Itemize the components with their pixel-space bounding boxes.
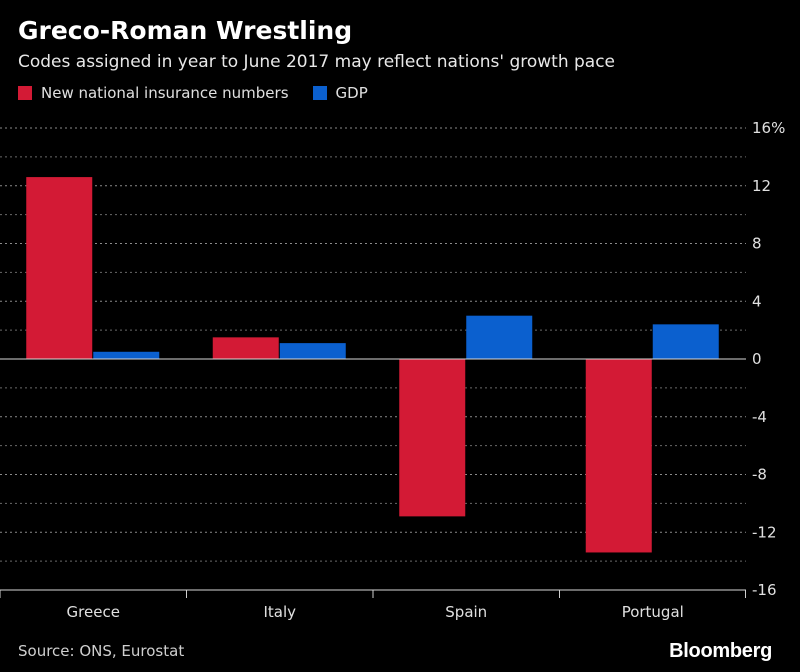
bloomberg-logo: Bloomberg <box>669 640 772 662</box>
bar-spain-insurance <box>399 359 466 517</box>
y-tick-label: 0 <box>752 350 762 368</box>
y-tick-label: -8 <box>752 466 767 484</box>
legend-swatch-gdp <box>312 86 327 100</box>
y-tick-label: -12 <box>752 523 777 541</box>
x-tick-label: Spain <box>445 603 487 621</box>
source-note: Source: ONS, Eurostat <box>18 642 185 660</box>
bar-portugal-gdp <box>652 324 719 359</box>
y-tick-label: 16% <box>752 119 785 137</box>
y-tick-label: -4 <box>752 408 767 426</box>
chart-title: Greco-Roman Wrestling <box>18 16 353 45</box>
legend: New national insurance numbers GDP <box>18 84 392 102</box>
bar-greece-insurance <box>26 177 93 359</box>
chart-subtitle: Codes assigned in year to June 2017 may … <box>18 52 616 72</box>
x-tick-label: Greece <box>67 603 120 621</box>
y-tick-label: 12 <box>752 177 771 195</box>
y-tick-label: 4 <box>752 292 762 310</box>
bar-italy-gdp <box>279 343 346 359</box>
legend-item-gdp: GDP <box>312 84 368 102</box>
bar-spain-gdp <box>466 315 533 359</box>
x-tick-label: Portugal <box>622 603 684 621</box>
y-tick-label: 8 <box>752 235 762 253</box>
bar-portugal-insurance <box>585 359 652 553</box>
legend-swatch-insurance <box>18 86 32 100</box>
legend-label-insurance: New national insurance numbers <box>41 84 289 102</box>
y-tick-label: -16 <box>752 581 777 599</box>
legend-item-insurance: New national insurance numbers <box>18 84 289 102</box>
legend-label-gdp: GDP <box>335 84 368 102</box>
x-tick-label: Italy <box>263 603 296 621</box>
bar-greece-gdp <box>93 351 160 359</box>
bar-italy-insurance <box>212 337 279 359</box>
